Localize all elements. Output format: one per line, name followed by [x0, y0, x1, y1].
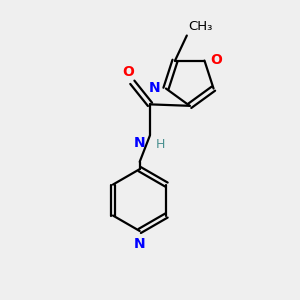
Text: CH₃: CH₃ — [188, 20, 213, 33]
Text: O: O — [210, 53, 222, 67]
Text: N: N — [134, 237, 146, 251]
Text: O: O — [122, 65, 134, 79]
Text: N: N — [149, 81, 160, 95]
Text: N: N — [134, 136, 146, 150]
Text: H: H — [156, 138, 165, 151]
